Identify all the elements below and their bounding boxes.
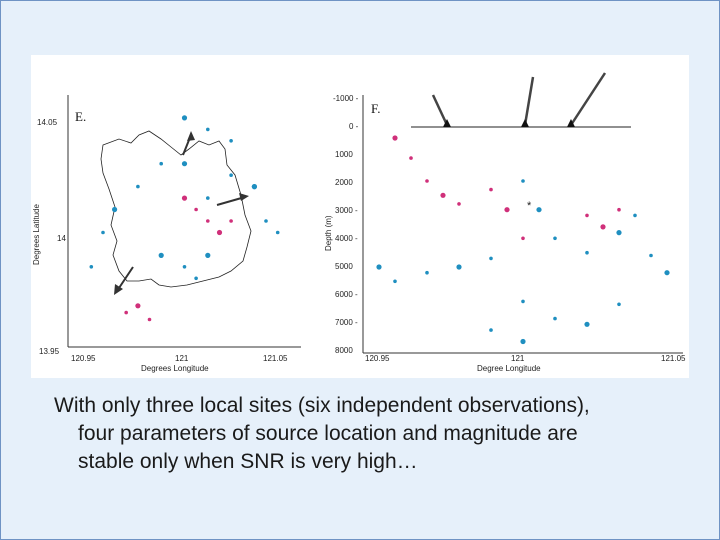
scatter-point-1-1-7 — [112, 206, 118, 213]
scatter-point-2-1-14 — [521, 299, 525, 304]
scatter-point-1-2-3 — [206, 219, 210, 223]
figure-svg: E. 14.05 14 13.95 120.95 121 121.05 Degr… — [32, 72, 686, 373]
scatter-point-1-2-4 — [216, 229, 223, 236]
scatter-point-2-1-19 — [520, 338, 526, 345]
arrow-east — [216, 193, 249, 206]
caption-line-3: stable only when SNR is very high… — [78, 450, 418, 473]
panel-e-xtick-1: 120.95 — [71, 354, 96, 363]
arrow-north — [182, 131, 195, 156]
scatter-point-1-2-6 — [124, 310, 128, 315]
scatter-point-1-2-2 — [194, 207, 198, 212]
panel-f-ytick-6: 4000 - — [335, 234, 358, 243]
scatter-point-2-1-1 — [376, 264, 382, 270]
scatter-point-2-1-8 — [553, 236, 557, 241]
scatter-point-2-2-9 — [585, 213, 589, 218]
scatter-point-1-2-5 — [229, 219, 233, 223]
scatter-point-2-1-11 — [633, 213, 637, 218]
scatter-point-1-2-8 — [147, 317, 152, 322]
scatter-point-1-2-7 — [135, 303, 141, 309]
scatter-point-2-1-15 — [553, 316, 557, 321]
scatter-point-1-1-19 — [205, 252, 211, 258]
panel-e-letter: E. — [75, 109, 86, 124]
panel-f-xtick-3: 121.05 — [661, 354, 686, 363]
scatter-point-2-1-9 — [585, 250, 589, 255]
scatter-point-2-1-4 — [456, 264, 462, 270]
panel-f-xtick-1: 120.95 — [365, 354, 390, 363]
caption-line-2: four parameters of source location and m… — [78, 422, 578, 445]
scatter-point-1-1-5 — [159, 161, 163, 166]
scatter-point-2-2-1 — [392, 135, 398, 141]
panel-e-ylabel: Degrees Latitude — [32, 204, 41, 265]
station-rod-right — [567, 72, 607, 127]
scatter-point-1-1-16 — [158, 252, 164, 258]
panel-e-ytick-3: 13.95 — [39, 347, 60, 356]
panel-f-ytick-1: -1000 - — [333, 94, 359, 103]
caption: With only three local sites (six indepen… — [54, 392, 704, 476]
scatter-point-2-1-16 — [584, 321, 590, 327]
scatter-point-1-1-15 — [275, 230, 280, 235]
scatter-point-1-1-2 — [206, 127, 210, 132]
panel-f-points — [376, 135, 670, 345]
panel-f-ytick-4: 2000 — [335, 178, 353, 187]
scatter-point-2-1-10 — [616, 230, 622, 236]
scatter-point-2-2-2 — [409, 156, 413, 160]
panel-f-ytick-7: 5000 — [335, 262, 353, 271]
panel-e-ytick-2: 14 — [57, 234, 66, 243]
scatter-point-1-1-14 — [264, 219, 268, 223]
scatter-point-2-1-7 — [536, 207, 542, 213]
scatter-point-2-1-12 — [649, 253, 653, 258]
scatter-point-1-1-17 — [182, 265, 187, 269]
scatter-point-2-1-17 — [617, 302, 621, 307]
scatter-point-2-1-5 — [489, 256, 493, 261]
panel-f-xlabel: Degree Longitude — [477, 364, 541, 373]
scatter-point-2-2-10 — [600, 224, 606, 230]
scatter-point-2-2-3 — [425, 179, 429, 183]
scatter-point-1-1-6 — [136, 184, 140, 189]
scatter-point-2-2-4 — [440, 192, 446, 198]
scatter-point-1-2-1 — [181, 195, 188, 201]
scatter-point-1-1-1 — [181, 115, 188, 121]
station-rod-left — [431, 94, 451, 127]
panel-e-points — [89, 115, 280, 322]
scatter-point-1-1-18 — [194, 276, 198, 281]
panel-e-xtick-2: 121 — [175, 354, 189, 363]
scatter-point-2-1-6 — [521, 179, 525, 183]
panel-f: F. -1000 - 0 - 1000 2000 3000 - 4000 - 5… — [324, 72, 686, 373]
scatter-point-1-1-10 — [181, 161, 188, 167]
scatter-point-2-1-3 — [425, 270, 429, 275]
scatter-point-2-1-18 — [489, 328, 493, 332]
panel-f-xtick-2: 121 — [511, 354, 525, 363]
scatter-point-2-2-8 — [521, 236, 525, 241]
caption-line-1: With only three local sites (six indepen… — [54, 394, 590, 417]
scatter-point-2-2-6 — [489, 187, 493, 192]
panel-f-ytick-10: 8000 — [335, 346, 353, 355]
scatter-point-2-2-5 — [457, 202, 461, 206]
panel-f-letter: F. — [371, 101, 380, 116]
figure-panel: E. 14.05 14 13.95 120.95 121 121.05 Degr… — [31, 55, 689, 378]
scatter-point-1-1-3 — [229, 139, 233, 143]
scatter-point-2-1-13 — [664, 270, 670, 276]
arrow-southwest — [114, 266, 134, 295]
panel-e-xtick-3: 121.05 — [263, 354, 288, 363]
panel-f-ylabel: Depth (m) — [324, 215, 333, 251]
scatter-point-1-1-12 — [229, 173, 233, 177]
panel-e-ytick-1: 14.05 — [37, 118, 58, 127]
island-outline — [100, 130, 252, 288]
scatter-point-2-1-2 — [393, 279, 397, 284]
panel-f-ytick-3: 1000 — [335, 150, 353, 159]
scatter-point-1-1-9 — [89, 265, 94, 269]
panel-e: E. 14.05 14 13.95 120.95 121 121.05 Degr… — [32, 95, 301, 373]
panel-f-ytick-9: 7000 - — [335, 318, 358, 327]
panel-f-ytick-8: 6000 - — [335, 290, 358, 299]
panel-e-xlabel: Degrees Longitude — [141, 364, 209, 373]
scatter-point-2-2-11 — [617, 207, 621, 212]
scatter-point-1-1-8 — [101, 230, 105, 235]
scatter-point-1-1-11 — [206, 196, 210, 200]
panel-f-ytick-5: 3000 - — [335, 206, 358, 215]
scatter-point-2-2-7 — [504, 207, 510, 213]
station-rod-center — [521, 76, 535, 127]
panel-f-ytick-2: 0 - — [349, 122, 359, 131]
panel-f-star: * — [527, 200, 532, 212]
scatter-point-1-1-13 — [251, 184, 257, 190]
